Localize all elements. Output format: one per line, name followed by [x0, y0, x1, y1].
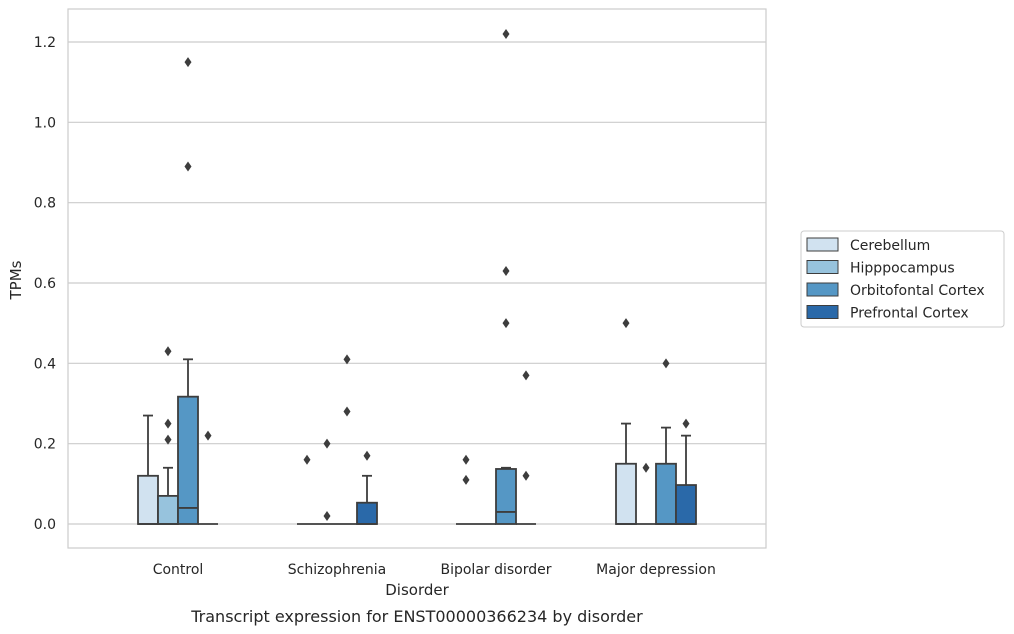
- outlier-point: [323, 510, 331, 521]
- legend-frame: [800, 230, 1005, 328]
- outlier-point: [204, 430, 212, 441]
- box-hipppocampus: [636, 462, 656, 525]
- x-tick-label: Major depression: [596, 562, 716, 578]
- outlier-point: [184, 161, 192, 172]
- outlier-point: [522, 370, 530, 381]
- box-iqr: [655, 462, 677, 525]
- box-orbitofontal-cortex: [337, 354, 357, 525]
- y-tick-label: 0.0: [34, 517, 56, 533]
- legend-label: Cerebellum: [850, 238, 930, 254]
- legend-swatch: [806, 305, 839, 319]
- plot-frame: [67, 8, 767, 549]
- box-prefrontal-cortex: [516, 370, 536, 525]
- box-orbitofontal-cortex: [177, 57, 199, 525]
- legend-swatch: [806, 237, 839, 252]
- outlier-point: [303, 454, 311, 465]
- x-axis-ticks: Control Schizophrenia Bipolar disorder Majo…: [153, 562, 716, 578]
- gridlines: [68, 41, 766, 525]
- x-axis-label: Disorder: [385, 581, 449, 599]
- box-iqr: [137, 474, 159, 525]
- outlier-point: [343, 354, 351, 365]
- outlier-point: [164, 346, 172, 357]
- box-iqr: [356, 501, 378, 525]
- outlier-point: [642, 462, 650, 473]
- y-tick-label: 1.2: [34, 35, 56, 51]
- x-tick-label: Bipolar disorder: [440, 562, 551, 578]
- outlier-point: [184, 57, 192, 68]
- y-tick-label: 0.2: [34, 437, 56, 453]
- box-iqr: [157, 494, 179, 525]
- chart-caption: Transcript expression for ENST0000036623…: [190, 607, 643, 626]
- y-tick-label: 0.8: [34, 196, 56, 212]
- legend-label: Orbitofontal Cortex: [850, 283, 985, 299]
- box-cerebellum: [137, 414, 159, 525]
- legend-swatch: [806, 260, 839, 274]
- x-tick-label: Control: [153, 562, 204, 578]
- box-iqr: [675, 484, 697, 525]
- outlier-point: [622, 318, 630, 329]
- legend-label: Prefrontal Cortex: [850, 306, 969, 322]
- box-hipppocampus: [317, 438, 337, 525]
- outlier-point: [502, 318, 510, 329]
- box-hipppocampus: [157, 346, 179, 525]
- box-orbitofontal-cortex: [495, 28, 517, 525]
- box-orbitofontal-cortex: [655, 358, 677, 525]
- box-plot-series: [137, 28, 697, 525]
- outlier-point: [164, 418, 172, 429]
- outlier-point: [164, 434, 172, 445]
- box-prefrontal-cortex: [356, 450, 378, 525]
- y-tick-label: 0.4: [34, 356, 56, 372]
- box-iqr: [177, 395, 199, 525]
- outlier-point: [323, 438, 331, 449]
- outlier-point: [522, 470, 530, 481]
- x-tick-label: Schizophrenia: [288, 562, 386, 578]
- outlier-point: [462, 454, 470, 465]
- box-iqr: [495, 468, 517, 525]
- y-tick-label: 0.6: [34, 276, 56, 292]
- outlier-point: [682, 418, 690, 429]
- box-prefrontal-cortex: [675, 418, 697, 525]
- outlier-point: [462, 474, 470, 485]
- y-tick-label: 1.0: [34, 115, 56, 131]
- outlier-point: [502, 28, 510, 39]
- legend-label: Hipppocampus: [850, 261, 955, 277]
- outlier-point: [363, 450, 371, 461]
- outlier-point: [502, 265, 510, 276]
- box-iqr: [615, 462, 637, 525]
- box-cerebellum: [297, 454, 317, 525]
- outlier-point: [343, 406, 351, 417]
- y-axis-ticks: 0.0 0.2 0.4 0.6 0.8 1.0 1.2: [34, 35, 56, 533]
- outlier-point: [662, 358, 670, 369]
- box-cerebellum: [456, 454, 476, 525]
- legend: Cerebellum Hipppocampus Orbitofontal Corte…: [800, 230, 1005, 328]
- y-axis-label: TPMs: [7, 260, 25, 300]
- box-cerebellum: [615, 318, 637, 525]
- legend-swatch: [806, 282, 839, 297]
- box-prefrontal-cortex: [198, 430, 218, 525]
